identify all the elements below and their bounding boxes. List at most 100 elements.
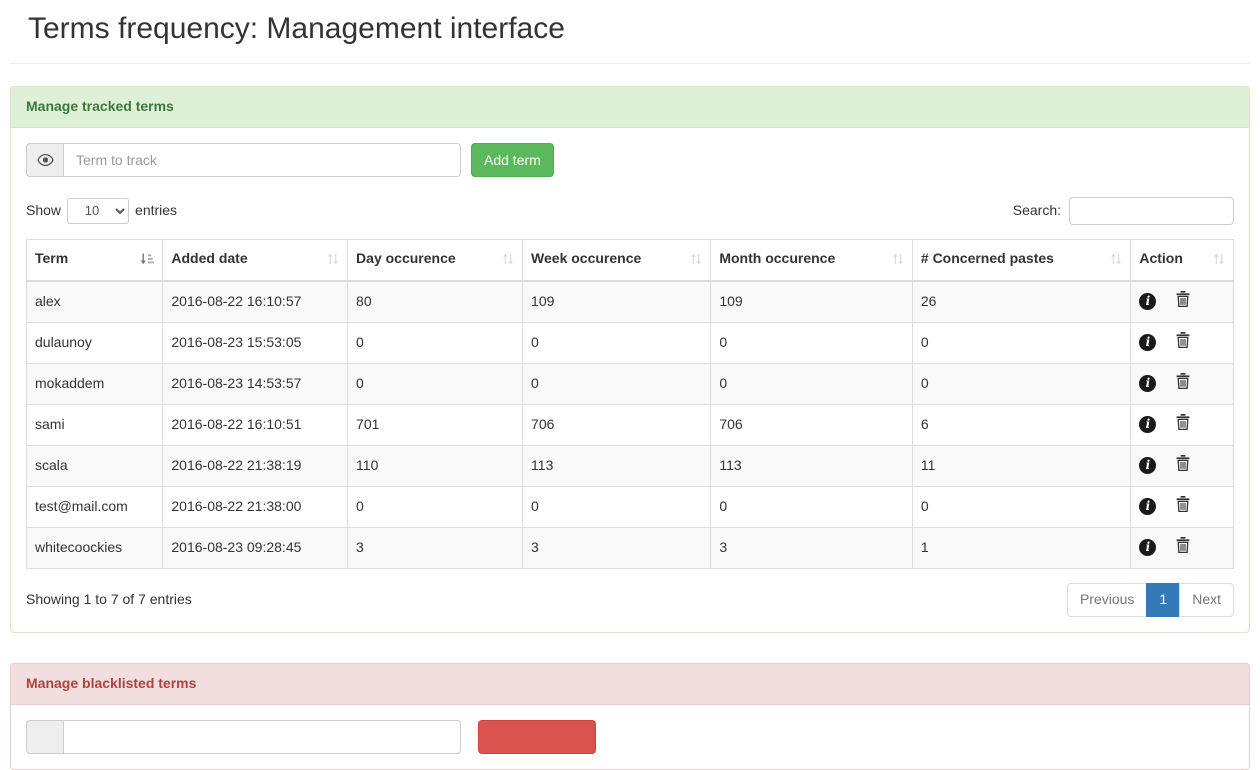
added-date-cell: 2016-08-23 09:28:45 [162, 526, 349, 569]
tracked-terms-panel-heading: Manage tracked terms [11, 86, 1249, 128]
trash-icon[interactable] [1176, 536, 1190, 559]
search-control: Search: [1012, 196, 1234, 225]
day-occurence-cell: 3 [347, 526, 524, 569]
search-label: Search: [1012, 201, 1061, 218]
page-title: Terms frequency: Management interface [28, 12, 565, 45]
table-row: sami 2016-08-22 16:10:51 701 706 706 6 i [25, 403, 1234, 446]
action-cell: i [1130, 485, 1234, 528]
page-length-select[interactable]: 10 [67, 197, 130, 224]
week-occurence-cell: 109 [522, 280, 712, 323]
month-occurence-cell: 109 [710, 280, 913, 323]
action-cell: i [1130, 362, 1234, 405]
column-header-month-occurence[interactable]: Month occurence [710, 238, 913, 282]
table-row: test@mail.com 2016-08-22 21:38:00 0 0 0 … [25, 485, 1234, 528]
term-cell: test@mail.com [25, 485, 164, 528]
sort-both-icon [892, 251, 904, 271]
table-row: scala 2016-08-22 21:38:19 110 113 113 11… [25, 444, 1234, 487]
week-occurence-cell: 0 [522, 321, 712, 364]
trash-icon[interactable] [1176, 495, 1190, 518]
blacklist-input-group [26, 719, 461, 754]
table-controls: Show 10 entries Search: [26, 196, 1234, 225]
concerned-pastes-cell: 26 [911, 280, 1132, 323]
week-occurence-cell: 3 [522, 526, 712, 569]
column-header-concerned-pastes[interactable]: # Concerned pastes [911, 238, 1132, 282]
sort-both-icon [502, 251, 514, 271]
concerned-pastes-cell: 11 [911, 444, 1132, 487]
added-date-cell: 2016-08-22 16:10:57 [162, 280, 349, 323]
added-date-cell: 2016-08-23 15:53:05 [162, 321, 349, 364]
add-term-button[interactable]: Add term [471, 142, 554, 177]
day-occurence-cell: 80 [347, 280, 524, 323]
tracked-terms-panel: Manage tracked terms Add term Show 10 [10, 85, 1250, 633]
blacklist-term-button[interactable] [478, 719, 596, 754]
show-label: Show [26, 201, 62, 218]
term-cell: sami [25, 403, 164, 446]
sort-both-icon [1213, 251, 1225, 271]
added-date-cell: 2016-08-22 21:38:00 [162, 485, 349, 528]
info-icon[interactable]: i [1139, 416, 1157, 434]
trash-icon[interactable] [1176, 413, 1190, 436]
table-footer: Showing 1 to 7 of 7 entries Previous 1 N… [26, 582, 1234, 617]
pagination: Previous 1 Next [1066, 582, 1234, 617]
blacklist-addon [26, 719, 63, 754]
action-cell: i [1130, 321, 1234, 364]
term-cell: scala [25, 444, 164, 487]
month-occurence-cell: 113 [710, 444, 913, 487]
trash-icon[interactable] [1176, 331, 1190, 354]
week-occurence-cell: 0 [522, 485, 712, 528]
search-input[interactable] [1069, 196, 1234, 225]
trash-icon[interactable] [1176, 454, 1190, 477]
eye-icon [26, 142, 63, 177]
concerned-pastes-cell: 0 [911, 362, 1132, 405]
pagination-previous[interactable]: Previous [1066, 582, 1148, 617]
action-cell: i [1130, 403, 1234, 446]
page-length-control: Show 10 entries [26, 197, 178, 224]
info-icon[interactable]: i [1139, 334, 1157, 352]
blacklisted-terms-panel-heading: Manage blacklisted terms [11, 663, 1249, 705]
blacklist-term-row [26, 719, 1234, 754]
info-icon[interactable]: i [1139, 539, 1157, 557]
day-occurence-cell: 0 [347, 362, 524, 405]
month-occurence-cell: 0 [710, 362, 913, 405]
added-date-cell: 2016-08-22 21:38:19 [162, 444, 349, 487]
term-to-track-input[interactable] [63, 142, 461, 177]
info-icon[interactable]: i [1139, 375, 1157, 393]
tracked-terms-table: Term Added date [25, 238, 1234, 569]
add-term-row: Add term [26, 142, 1234, 177]
pagination-page-1[interactable]: 1 [1146, 582, 1181, 617]
week-occurence-cell: 0 [522, 362, 712, 405]
trash-icon[interactable] [1176, 372, 1190, 395]
table-row: dulaunoy 2016-08-23 15:53:05 0 0 0 0 i [25, 321, 1234, 364]
column-header-week-occurence[interactable]: Week occurence [522, 238, 712, 282]
term-cell: dulaunoy [25, 321, 164, 364]
table-info-text: Showing 1 to 7 of 7 entries [26, 590, 192, 607]
term-cell: alex [25, 280, 164, 323]
column-header-day-occurence[interactable]: Day occurence [347, 238, 524, 282]
blacklisted-terms-panel-body [11, 705, 1249, 769]
column-header-term[interactable]: Term [25, 238, 164, 282]
entries-label: entries [135, 201, 178, 218]
column-header-action[interactable]: Action [1130, 238, 1234, 282]
info-icon[interactable]: i [1139, 498, 1157, 516]
week-occurence-cell: 706 [522, 403, 712, 446]
sort-both-icon [1110, 251, 1122, 271]
sort-both-icon [327, 251, 339, 271]
pagination-next[interactable]: Next [1179, 582, 1234, 617]
table-row: alex 2016-08-22 16:10:57 80 109 109 26 i [25, 280, 1234, 323]
info-icon[interactable]: i [1139, 457, 1157, 475]
table-header-row: Term Added date [25, 238, 1234, 282]
table-row: mokaddem 2016-08-23 14:53:57 0 0 0 0 i [25, 362, 1234, 405]
month-occurence-cell: 706 [710, 403, 913, 446]
info-icon[interactable]: i [1139, 293, 1157, 311]
trash-icon[interactable] [1176, 290, 1190, 313]
added-date-cell: 2016-08-23 14:53:57 [162, 362, 349, 405]
sort-both-icon [690, 251, 702, 271]
week-occurence-cell: 113 [522, 444, 712, 487]
month-occurence-cell: 0 [710, 321, 913, 364]
month-occurence-cell: 0 [710, 485, 913, 528]
blacklisted-terms-panel: Manage blacklisted terms [10, 662, 1250, 770]
concerned-pastes-cell: 6 [911, 403, 1132, 446]
blacklist-term-input[interactable] [63, 719, 461, 754]
term-cell: mokaddem [25, 362, 164, 405]
column-header-added-date[interactable]: Added date [162, 238, 349, 282]
